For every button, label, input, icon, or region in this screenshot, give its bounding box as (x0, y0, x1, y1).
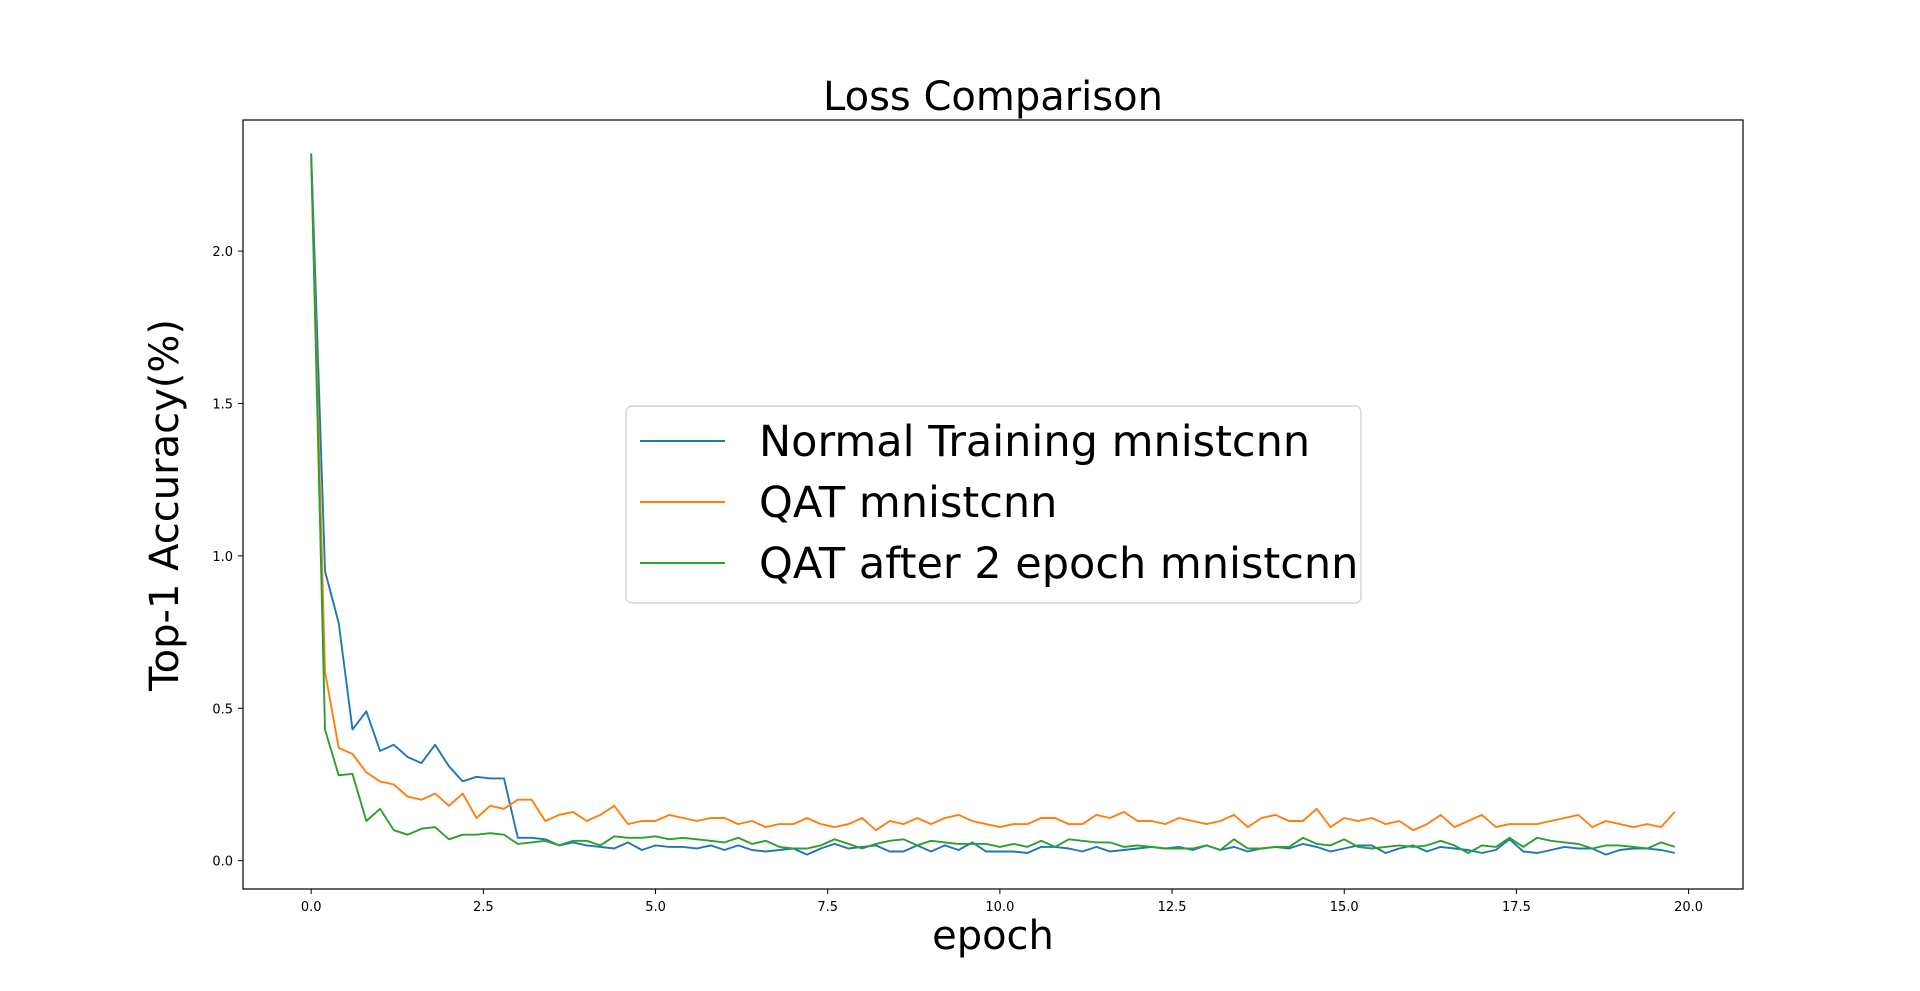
x-tick-label: 17.5 (1502, 900, 1531, 915)
x-tick-label: 7.5 (817, 900, 838, 915)
x-tick-label: 12.5 (1158, 900, 1187, 915)
y-tick-label: 0.0 (212, 855, 233, 870)
x-tick-label: 0.0 (301, 900, 322, 915)
legend: Normal Training mnistcnn QAT mnistcnn QAT … (625, 405, 1362, 604)
legend-label-1: Normal Training mnistcnn (759, 417, 1310, 467)
y-tick-label: 1.5 (212, 397, 233, 412)
y-tick-label: 2.0 (212, 245, 233, 260)
y-axis: 0.0 0.5 1.0 1.5 2.0 (212, 245, 243, 870)
series-line-1 (310, 153, 1676, 856)
series-line-2 (310, 159, 1676, 832)
x-tick-label: 20.0 (1674, 900, 1703, 915)
y-axis-label: Top-1 Accuracy(%) (142, 319, 188, 692)
chart-title: Loss Comparison (823, 74, 1163, 120)
x-axis-label: epoch (932, 913, 1054, 959)
legend-label-3: QAT after 2 epoch mnistcnn (759, 539, 1358, 589)
x-axis: 0.0 2.5 5.0 7.5 10.0 12.5 15.0 17.5 20.0 (301, 889, 1703, 915)
legend-box (625, 405, 1362, 604)
series-line-3 (310, 156, 1676, 854)
y-tick-label: 0.5 (212, 702, 233, 717)
y-tick-label: 1.0 (212, 550, 233, 565)
series-lines (310, 153, 1676, 856)
x-tick-label: 10.0 (985, 900, 1014, 915)
legend-label-2: QAT mnistcnn (759, 478, 1057, 528)
x-tick-label: 15.0 (1330, 900, 1359, 915)
x-tick-label: 5.0 (645, 900, 666, 915)
x-tick-label: 2.5 (473, 900, 494, 915)
